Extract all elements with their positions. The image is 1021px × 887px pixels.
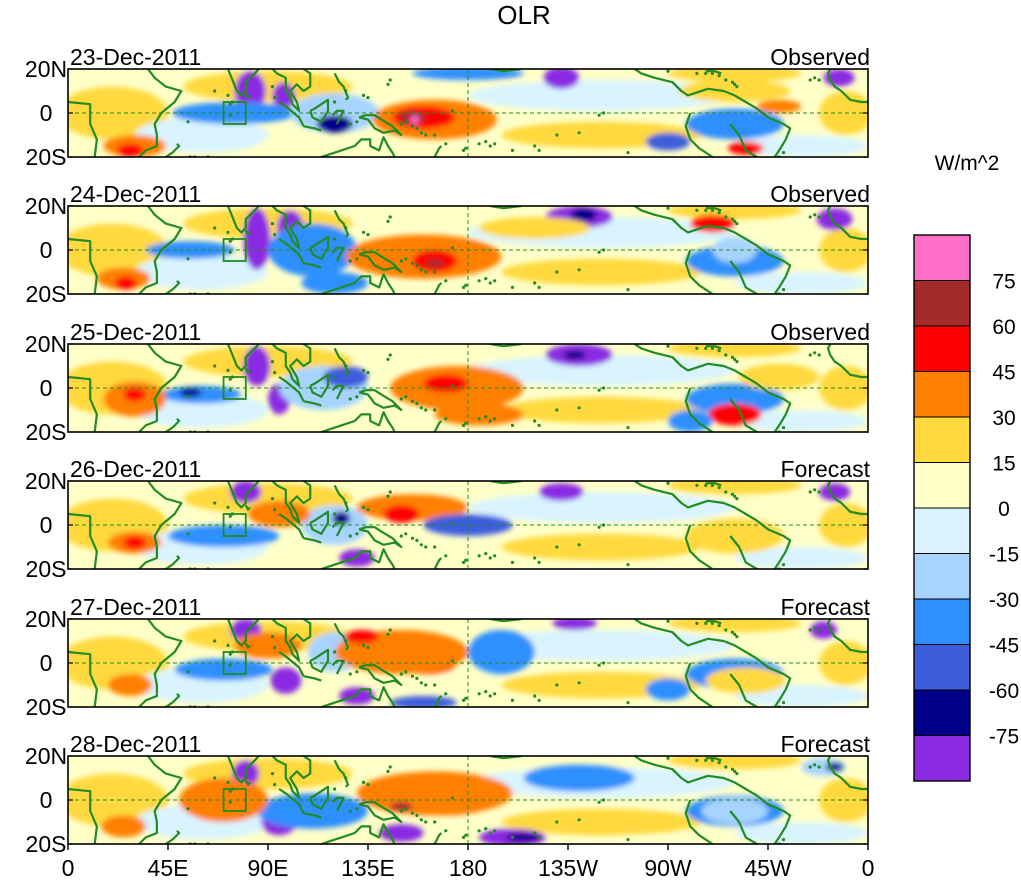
coastlines [68,481,868,569]
panel-kind: Forecast [781,731,871,757]
colorbar-label: -45 [989,635,1019,658]
panel: 20N 0 20S 25-Dec-2011 Observed [25,319,870,445]
colorbar-swatch [913,234,971,281]
y-tick-label: 20S [26,419,67,445]
colorbar-label: 60 [992,316,1015,339]
colorbar-label: -60 [989,680,1019,703]
x-tick-label: 135E [341,855,395,881]
colorbar: 75 60 45 30 15 0 -15 -30 -45 -60 -75 [913,234,1019,782]
panel-kind: Observed [770,181,870,207]
panel: 20N 0 20S 27-Dec-2011 Forecast [25,594,871,720]
panel-kind: Observed [770,319,870,345]
panel: 20N 0 20S 23-Dec-2011 Observed [25,44,870,170]
panel-kind: Observed [770,44,870,70]
y-tick-label: 20N [25,606,67,632]
panel-date: 24-Dec-2011 [70,181,201,207]
panel-date: 23-Dec-2011 [70,44,201,70]
y-tick-label: 0 [40,787,53,813]
x-tick-label: 0 [862,855,875,881]
panel-kind: Forecast [781,456,871,482]
x-axis: 0 45E 90E 135E 180 135W 90W 45W 0 [62,844,875,881]
y-tick-label: 20S [26,556,67,582]
colorbar-swatch [913,735,971,782]
y-tick-label: 20N [25,743,67,769]
coastlines [68,69,868,157]
y-tick-label: 20S [26,694,67,720]
y-tick-label: 20N [25,56,67,82]
colorbar-swatch [913,644,971,691]
x-tick-label: 90E [248,855,289,881]
y-tick-label: 20S [26,281,67,307]
panel-date: 27-Dec-2011 [70,594,201,620]
x-tick-label: 90W [644,855,692,881]
panel: 20N 0 20S 26-Dec-2011 Forecast [25,456,871,582]
y-tick-label: 20N [25,468,67,494]
colorbar-label: -30 [989,589,1019,612]
colorbar-label: 75 [992,271,1015,294]
y-tick-label: 20S [26,831,67,857]
panel-date: 28-Dec-2011 [70,731,201,757]
colorbar-label: 0 [998,498,1010,521]
colorbar-label: 15 [992,453,1015,476]
y-tick-label: 20S [26,144,67,170]
colorbar-swatch [913,371,971,418]
x-tick-label: 45W [744,855,792,881]
colorbar-label: -75 [989,726,1019,749]
panel: 20N 0 20S 24-Dec-2011 Observed [25,181,870,307]
y-tick-label: 20N [25,193,67,219]
colorbar-swatch [913,689,971,736]
x-tick-label: 180 [449,855,487,881]
x-tick-label: 135W [538,855,598,881]
colorbar-label: 45 [992,362,1015,385]
panel: 20N 0 20S 28-Dec-2011 Forecast [25,731,871,857]
panel-date: 26-Dec-2011 [70,456,201,482]
x-tick-label: 45E [148,855,189,881]
colorbar-swatch [913,553,971,600]
colorbar-label: -15 [989,544,1019,567]
chart-title: OLR [497,0,550,30]
y-tick-label: 0 [40,100,53,126]
y-tick-label: 20N [25,331,67,357]
y-tick-label: 0 [40,375,53,401]
y-tick-label: 0 [40,650,53,676]
colorbar-swatch [913,462,971,509]
panel-kind: Forecast [781,594,871,620]
colorbar-label: 30 [992,407,1015,430]
colorbar-title: W/m^2 [935,152,1000,175]
colorbar-swatch [913,325,971,372]
x-tick-label: 0 [62,855,75,881]
colorbar-swatch [913,598,971,645]
colorbar-swatch [913,280,971,327]
colorbar-swatch [913,416,971,463]
colorbar-swatch [913,507,971,554]
panel-date: 25-Dec-2011 [70,319,201,345]
y-tick-label: 0 [40,237,53,263]
coastlines [68,206,868,294]
y-tick-label: 0 [40,512,53,538]
